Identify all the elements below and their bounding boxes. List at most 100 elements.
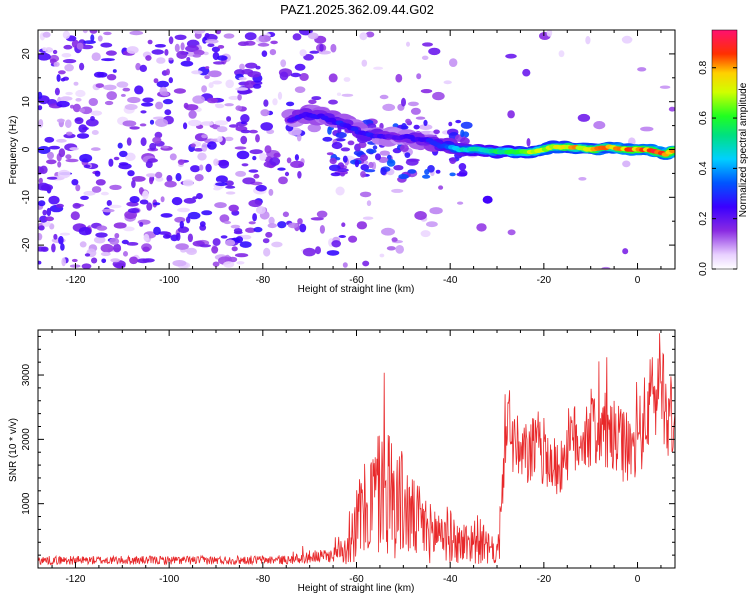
noise-blob: [248, 169, 259, 173]
noise-blob: [83, 190, 96, 196]
noise-blob: [401, 123, 407, 130]
noise-blob: [104, 100, 114, 106]
noise-blob: [174, 216, 186, 223]
noise-blob: [218, 159, 230, 169]
noise-blob: [191, 70, 203, 75]
noise-blob: [242, 177, 256, 185]
x-tick-label: 0: [635, 574, 641, 585]
noise-blob: [65, 158, 79, 163]
noise-blob: [161, 91, 170, 97]
noise-blob: [97, 35, 103, 42]
noise-blob: [199, 221, 206, 227]
noise-blob: [164, 180, 177, 188]
noise-blob: [174, 34, 187, 40]
noise-blob: [391, 237, 398, 242]
y-tick-label: -10: [21, 190, 32, 205]
noise-blob: [149, 119, 155, 125]
noise-blob: [156, 80, 169, 88]
noise-blob: [123, 251, 128, 257]
noise-blob: [622, 248, 629, 255]
noise-blob: [142, 190, 149, 200]
noise-blob: [127, 208, 140, 214]
noise-blob: [113, 243, 122, 253]
noise-blob: [292, 33, 302, 41]
noise-blob: [71, 179, 79, 186]
noise-blob: [135, 62, 141, 71]
noise-blob: [373, 66, 384, 70]
noise-blob: [38, 105, 43, 111]
noise-blob: [215, 175, 228, 184]
noise-blob: [165, 68, 170, 76]
noise-blob: [253, 226, 263, 233]
noise-blob: [211, 46, 220, 53]
noise-blob: [103, 84, 117, 91]
noise-blob: [188, 119, 202, 127]
noise-blob: [123, 226, 135, 232]
noise-blob: [141, 102, 154, 107]
noise-blob: [48, 195, 60, 205]
noise-blob: [259, 152, 267, 161]
noise-blob: [327, 126, 332, 135]
noise-blob: [134, 85, 144, 95]
noise-blob: [507, 110, 515, 119]
noise-blob: [188, 110, 197, 119]
noise-blob: [103, 31, 112, 36]
noise-blob: [65, 119, 72, 128]
signal-ridge-cell: [350, 126, 359, 132]
noise-blob: [460, 121, 473, 129]
noise-blob: [319, 44, 324, 52]
noise-blob: [224, 136, 234, 142]
noise-blob: [193, 148, 204, 152]
noise-blob: [393, 165, 404, 171]
noise-blob: [364, 169, 376, 173]
noise-blob: [212, 61, 225, 65]
noise-blob: [225, 185, 236, 189]
noise-blob: [369, 149, 377, 154]
noise-blob: [187, 211, 201, 220]
noise-blob: [265, 231, 273, 238]
noise-blob: [415, 116, 426, 120]
noise-blob: [435, 169, 441, 174]
noise-blob: [204, 75, 210, 80]
noise-blob: [253, 173, 260, 179]
noise-blob: [407, 101, 419, 107]
noise-blob: [585, 36, 591, 45]
noise-blob: [278, 176, 288, 185]
noise-blob: [38, 200, 46, 207]
noise-blob: [85, 118, 99, 127]
noise-blob: [219, 214, 230, 223]
noise-blob: [183, 197, 197, 204]
noise-blob: [211, 246, 219, 254]
noise-blob: [302, 247, 316, 257]
noise-blob: [145, 160, 153, 169]
snr-y-ticks: 1000 2000 3000: [21, 335, 675, 569]
noise-blob: [129, 256, 139, 265]
snr-series-line: [38, 333, 675, 566]
noise-blob: [82, 126, 89, 131]
noise-blob: [79, 108, 86, 113]
noise-blob: [358, 141, 367, 149]
noise-blob: [401, 97, 406, 107]
noise-blob: [60, 77, 66, 82]
noise-blob: [44, 136, 55, 143]
snr-x-ticks: -120 -100 -80 -60 -40 -20 0: [51, 330, 662, 585]
noise-blob: [164, 49, 169, 56]
noise-blob: [297, 218, 303, 225]
noise-blob: [507, 229, 516, 236]
noise-blob: [70, 211, 80, 221]
noise-blob: [268, 216, 275, 225]
noise-blob: [88, 98, 99, 106]
y-tick-label: -20: [21, 237, 32, 252]
noise-blob: [331, 240, 342, 248]
noise-blob: [56, 74, 61, 82]
noise-blob: [637, 67, 647, 72]
noise-blob: [156, 57, 166, 64]
noise-blob: [127, 96, 141, 104]
noise-blob: [94, 170, 101, 177]
noise-blob: [255, 206, 266, 215]
noise-blob: [422, 174, 431, 179]
colorbar-tick-label: 0.0: [698, 262, 709, 276]
noise-blob: [126, 46, 139, 54]
noise-blob: [223, 261, 235, 268]
noise-blob: [53, 233, 58, 240]
